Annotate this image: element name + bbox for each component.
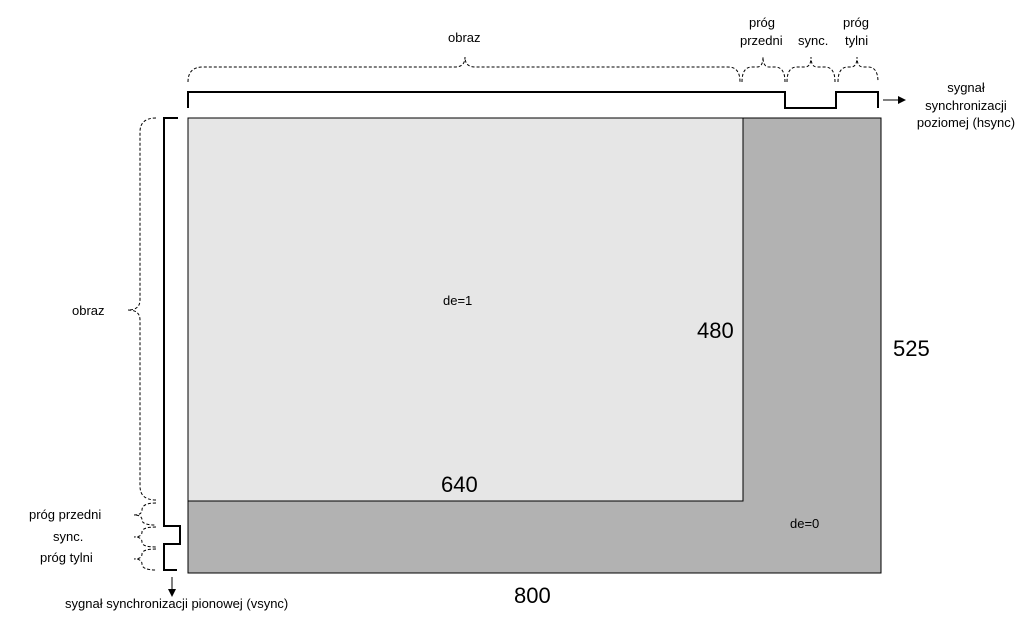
v-image-brace bbox=[127, 117, 157, 501]
hsync-signal-label-1: sygnał bbox=[947, 80, 985, 95]
active-height-label: 480 bbox=[697, 318, 734, 343]
v-front-porch-brace bbox=[133, 502, 157, 526]
v-sync-brace bbox=[133, 526, 157, 548]
h-sync-brace bbox=[786, 56, 836, 83]
hsync-signal-label-3: poziomej (hsync) bbox=[917, 115, 1015, 130]
h-back-porch-label-2: tylni bbox=[845, 33, 868, 48]
active-region-label: de=1 bbox=[443, 293, 472, 308]
h-back-porch-brace bbox=[837, 56, 879, 83]
h-front-porch-label-1: próg bbox=[749, 15, 775, 30]
active-width-label: 640 bbox=[441, 472, 478, 497]
v-front-porch-label: próg przedni bbox=[29, 507, 101, 522]
hsync-signal-label-2: synchronizacji bbox=[925, 98, 1007, 113]
h-image-label: obraz bbox=[448, 30, 481, 45]
h-front-porch-brace bbox=[741, 56, 786, 83]
v-back-porch-label: próg tylni bbox=[40, 550, 93, 565]
total-height-label: 525 bbox=[893, 336, 930, 361]
v-image-label: obraz bbox=[72, 303, 105, 318]
v-sync-label: sync. bbox=[53, 529, 83, 544]
h-image-brace bbox=[187, 56, 741, 83]
total-width-label: 800 bbox=[514, 583, 551, 608]
v-back-porch-brace bbox=[133, 548, 157, 571]
h-front-porch-label-2: przedni bbox=[740, 33, 783, 48]
hsync-waveform bbox=[187, 91, 879, 109]
blanking-region-label: de=0 bbox=[790, 516, 819, 531]
vsync-waveform bbox=[163, 117, 181, 571]
vsync-signal-label: sygnał synchronizacji pionowej (vsync) bbox=[65, 596, 288, 611]
active-image-area bbox=[187, 117, 744, 502]
h-sync-label: sync. bbox=[798, 33, 828, 48]
h-back-porch-label-1: próg bbox=[843, 15, 869, 30]
